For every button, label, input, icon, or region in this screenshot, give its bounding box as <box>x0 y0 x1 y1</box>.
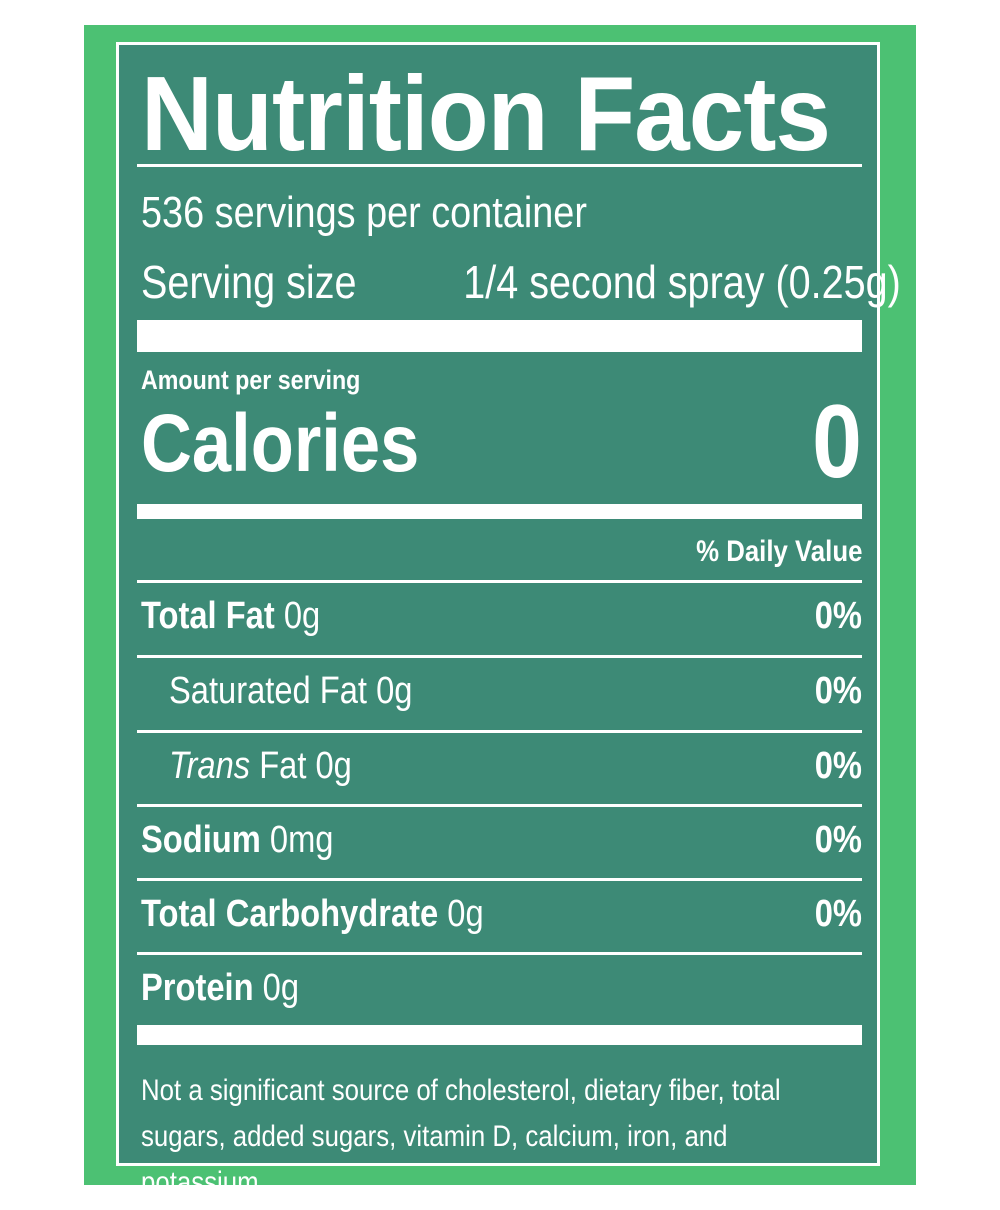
nutrient-name: Saturated Fat 0g <box>169 670 413 712</box>
serving-size-label: Serving size <box>141 256 357 308</box>
calories-row: Calories 0 <box>141 386 862 498</box>
divider-dv <box>137 580 862 583</box>
nutrient-name: Protein 0g <box>141 967 300 1009</box>
servings-per-container: 536 servings per container <box>141 188 587 237</box>
nutrient-row-trans-fat: Trans Fat 0g 0% <box>137 733 862 805</box>
label-panel <box>116 42 880 1166</box>
daily-value-header: % Daily Value <box>695 535 862 568</box>
calories-value: 0 <box>812 384 862 500</box>
nutrient-row-protein: Protein 0g <box>137 955 862 1027</box>
amount-per-serving: Amount per serving <box>141 365 361 395</box>
nutrition-facts-label: Nutrition Facts 536 servings per contain… <box>137 42 900 1199</box>
footnote: Not a significant source of cholesterol,… <box>141 1068 829 1206</box>
thick-divider-calories <box>137 504 862 519</box>
nutrient-row-total-fat: Total Fat 0g 0% <box>137 583 862 655</box>
thick-divider-bottom <box>137 1025 862 1045</box>
label-title: Nutrition Facts <box>141 55 831 173</box>
footnote-line: Not a significant source of cholesterol,… <box>141 1074 781 1107</box>
nutrient-daily-value: 0% <box>814 893 862 935</box>
nutrient-name: Total Fat 0g <box>141 595 321 637</box>
nutrient-daily-value: 0% <box>814 745 862 787</box>
divider-row <box>137 804 862 807</box>
serving-size-value: 1/4 second spray (0.25g) <box>462 256 901 308</box>
nutrient-daily-value: 0% <box>814 595 862 637</box>
nutrient-row-saturated-fat: Saturated Fat 0g 0% <box>137 658 862 730</box>
nutrient-name: Sodium 0mg <box>141 819 334 861</box>
nutrient-daily-value: 0% <box>814 670 862 712</box>
nutrient-name: Trans Fat 0g <box>169 745 352 787</box>
nutrient-daily-value: 0% <box>814 819 862 861</box>
calories-label: Calories <box>141 398 420 489</box>
divider-row <box>137 878 862 881</box>
nutrient-row-sodium: Sodium 0mg 0% <box>137 807 862 879</box>
nutrient-row-total-carbohydrate: Total Carbohydrate 0g 0% <box>137 881 862 953</box>
footnote-line: sugars, added sugars, vitamin D, calcium… <box>141 1120 728 1199</box>
divider-row <box>137 730 862 733</box>
divider-row <box>137 952 862 955</box>
serving-size-row: Serving size 1/4 second spray (0.25g) <box>141 256 900 308</box>
title-divider <box>137 164 862 167</box>
divider-row <box>137 655 862 658</box>
thick-divider-top <box>137 320 862 352</box>
nutrient-name: Total Carbohydrate 0g <box>141 893 484 935</box>
